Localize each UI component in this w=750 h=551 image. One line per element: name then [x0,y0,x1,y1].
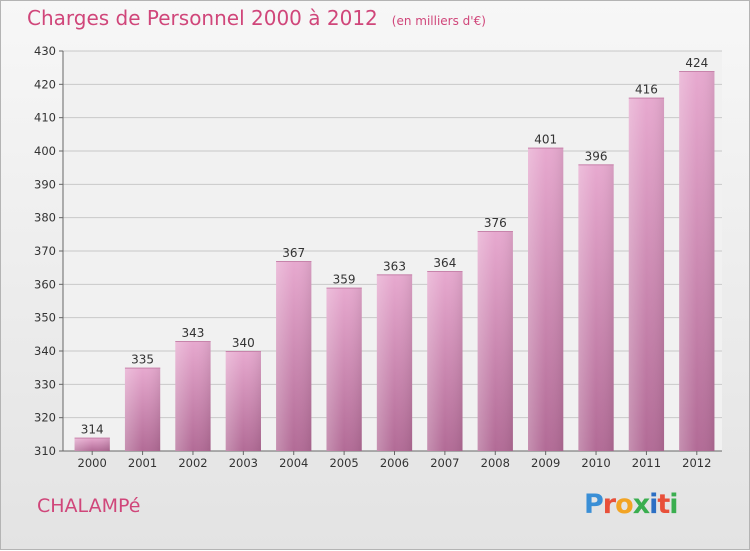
logo-letter: i [649,489,658,520]
y-tick-label: 320 [34,411,56,425]
y-tick-label: 330 [34,377,56,391]
bar-shade-2001 [124,367,161,451]
value-label-2011: 416 [635,83,658,97]
bar-shade-2011 [628,97,665,452]
value-label-2000: 314 [81,423,104,437]
bar-shade-2002 [175,341,211,451]
x-tick-label-2012: 2012 [682,456,711,470]
x-tick-label-2006: 2006 [380,456,409,470]
y-axis: 310 320 330 340 350 360 370 380 390 400 410 420 430 [34,44,722,458]
y-tick-label: 350 [34,311,56,325]
bar-shade-2000 [74,437,110,451]
value-label-2001: 335 [131,353,154,367]
value-label-2006: 363 [383,259,406,273]
value-label-2009: 401 [534,133,557,147]
value-label-2002: 343 [182,326,205,340]
x-tick-label-2004: 2004 [279,456,308,470]
y-tick-label: 430 [34,44,56,58]
x-axis: 2000 2001 2002 2003 2004 2005 2006 2007 2008 2009… [78,451,711,470]
chart-title-text: Charges de Personnel 2000 à 2012 [27,6,378,30]
x-tick-label-2000: 2000 [78,456,107,470]
y-tick-label: 410 [34,111,56,125]
logo-letter: x [632,489,650,520]
value-label-2003: 340 [232,336,255,350]
bar-shade-2010 [578,164,614,452]
y-tick-label: 400 [34,144,56,158]
logo-letter: r [602,489,616,520]
x-tick-label-2002: 2002 [178,456,207,470]
x-tick-label-2003: 2003 [229,456,258,470]
x-tick-label-2010: 2010 [581,456,610,470]
logo-letter: t [657,489,670,520]
y-tick-label: 340 [34,344,56,358]
bar-shade-2003 [225,351,261,451]
y-tick-label: 310 [34,444,56,458]
bar-shade-2009 [528,147,564,451]
chart-subtitle: (en milliers d'€) [391,14,486,28]
value-label-2004: 367 [282,246,305,260]
proxiti-logo[interactable]: Proxiti [584,489,679,520]
x-tick-label-2008: 2008 [481,456,510,470]
bar-shade-2008 [477,231,513,451]
y-tick-label: 380 [34,211,56,225]
logo-letter: P [584,489,604,520]
bar-shade-2007 [427,271,463,451]
y-tick-label: 420 [34,77,56,91]
x-tick-label-2007: 2007 [430,456,459,470]
y-tick-label: 370 [34,244,56,258]
x-tick-label-2005: 2005 [329,456,358,470]
value-label-2012: 424 [685,56,708,70]
chart-title: Charges de Personnel 2000 à 2012 (en mill… [27,6,486,30]
y-tick-label: 360 [34,277,56,291]
x-tick-label-2009: 2009 [531,456,560,470]
bars: 314 335 343 340 367 359 363 364 376 401 396 416 424 [74,56,715,452]
bar-shade-2004 [276,261,312,451]
value-label-2008: 376 [484,216,507,230]
value-label-2007: 364 [433,256,456,270]
town-name: CHALAMPé [37,495,141,517]
logo-letter: o [615,489,634,520]
x-tick-label-2011: 2011 [632,456,661,470]
y-tick-label: 390 [34,177,56,191]
bar-shade-2006 [376,274,413,451]
bar-shade-2012 [679,71,715,451]
value-label-2010: 396 [585,149,608,163]
value-label-2005: 359 [333,273,356,287]
x-tick-label-2001: 2001 [128,456,157,470]
bar-shade-2005 [326,287,362,451]
logo-letter: i [669,489,678,520]
